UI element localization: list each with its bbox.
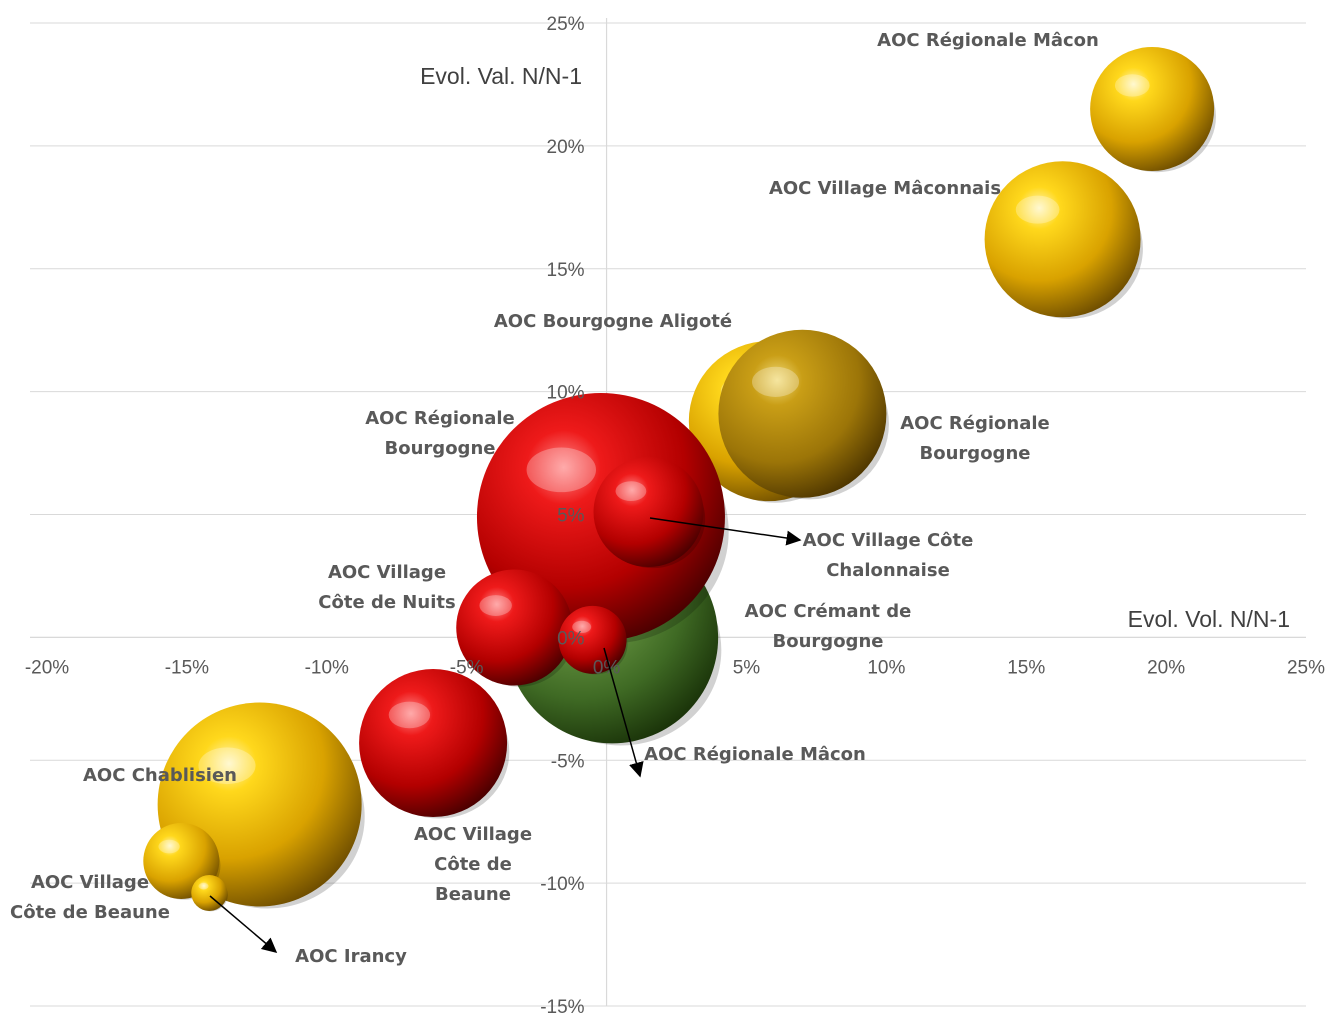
bubble-label: Beaune (435, 884, 511, 905)
bubble-highlight (572, 620, 592, 634)
x-tick-label: 15% (1007, 657, 1045, 678)
y-tick-label: 0% (557, 628, 585, 649)
bubble (359, 669, 508, 818)
bubble-label: Bourgogne (385, 438, 496, 459)
bubble-highlight (479, 595, 512, 616)
y-axis-title: Evol. Val. N/N-1 (420, 63, 582, 89)
x-tick-label: -5% (450, 657, 484, 678)
bubble (718, 329, 887, 498)
bubble (1090, 47, 1215, 172)
tick-labels: -20% -15% -10% -5% 0% 5% 10% 15% 20% 25% 25% 20% 15%… (25, 14, 1325, 1013)
bubble-label: Côte de (434, 854, 512, 875)
x-tick-label: -20% (25, 657, 69, 678)
bubble-label: AOC Village Mâconnais (769, 178, 1001, 199)
bubble-labels: AOC Régionale Mâcon AOC Village Mâconnais… (10, 30, 1099, 967)
bubble-highlight (198, 747, 256, 785)
bubble-label: Bourgogne (773, 631, 884, 652)
bubble-highlight (752, 366, 800, 397)
bubble-label: AOC Régionale Mâcon (877, 30, 1099, 51)
x-tick-label: 20% (1147, 657, 1185, 678)
y-tick-label: -15% (540, 997, 584, 1013)
bubble-label: AOC Régionale (900, 413, 1050, 434)
callout-arrow (603, 647, 644, 778)
bubbles (143, 47, 1216, 912)
x-tick-label: 0% (593, 657, 621, 678)
callout-arrow (209, 895, 278, 953)
callout-arrow (649, 517, 802, 546)
bubble (191, 874, 228, 911)
bubble-label: Chalonnaise (826, 560, 950, 581)
x-tick-label: 5% (733, 657, 761, 678)
x-tick-label: 25% (1287, 657, 1325, 678)
bubble-highlight (526, 447, 597, 493)
bubble-label: Bourgogne (920, 443, 1031, 464)
bubble-label: Côte de Nuits (318, 592, 455, 613)
y-tick-label: 5% (557, 506, 585, 527)
bubble-highlight (388, 701, 431, 729)
y-tick-label: 20% (547, 137, 585, 158)
bubble-highlight (1015, 195, 1060, 224)
bubble (456, 569, 573, 686)
y-tick-label: -5% (551, 751, 585, 772)
bubble-label: AOC Village (328, 562, 446, 583)
bubble-label: AOC Bourgogne Aligoté (494, 311, 732, 332)
bubble (558, 605, 627, 674)
bubble-label: AOC Village (414, 824, 532, 845)
bubble-highlight (198, 882, 209, 890)
x-axis-title: Evol. Vol. N/N-1 (1128, 606, 1290, 632)
bubble (984, 161, 1141, 318)
bubble-highlight (158, 839, 180, 854)
y-tick-label: 15% (547, 260, 585, 281)
y-tick-label: -10% (540, 874, 584, 895)
bubble-label: AOC Chablisien (83, 765, 237, 786)
y-tick-label: 10% (547, 383, 585, 404)
bubble-highlight (1114, 74, 1150, 97)
bubble-label: Côte de Beaune (10, 902, 170, 923)
bubble-label: AOC Régionale Mâcon (644, 744, 866, 765)
x-tick-label: 10% (867, 657, 905, 678)
bubble-highlight (615, 481, 647, 502)
bubble-label: AOC Irancy (295, 946, 407, 967)
bubble (593, 457, 704, 568)
x-tick-label: -15% (165, 657, 209, 678)
bubble-label: AOC Village Côte (803, 530, 974, 551)
bubble-label: AOC Crémant de (745, 601, 912, 622)
bubble-label: AOC Village (31, 872, 149, 893)
y-tick-label: 25% (547, 14, 585, 35)
x-tick-label: -10% (305, 657, 349, 678)
bubble-label: AOC Régionale (365, 408, 515, 429)
